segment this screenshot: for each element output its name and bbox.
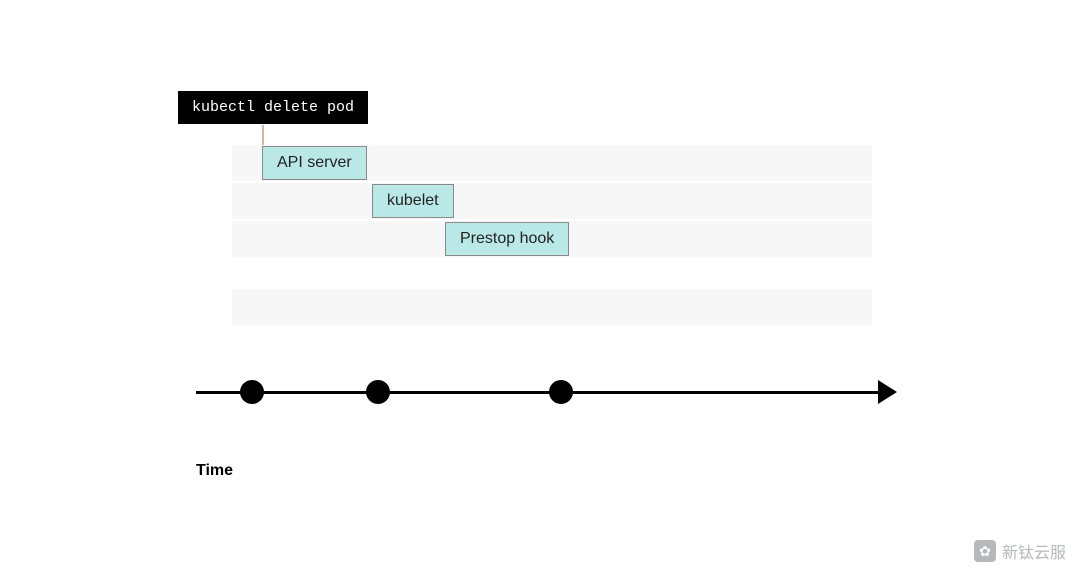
timeline-dot bbox=[240, 380, 264, 404]
axis-label: Time bbox=[196, 462, 233, 480]
command-text: kubectl delete pod bbox=[192, 99, 354, 116]
watermark: ✿ 新钛云服 bbox=[974, 539, 1066, 563]
watermark-text: 新钛云服 bbox=[1002, 539, 1066, 563]
stage-box: API server bbox=[262, 146, 367, 180]
stage-box: kubelet bbox=[372, 184, 454, 218]
stage-box: Prestop hook bbox=[445, 222, 569, 256]
axis-label-text: Time bbox=[196, 462, 233, 479]
timeline-arrowhead bbox=[878, 380, 897, 404]
timeline-axis bbox=[196, 391, 878, 394]
watermark-icon: ✿ bbox=[974, 540, 996, 562]
timeline-dot bbox=[366, 380, 390, 404]
command-box: kubectl delete pod bbox=[178, 91, 368, 124]
lane-row bbox=[232, 183, 872, 219]
timeline-dot bbox=[549, 380, 573, 404]
diagram-canvas: kubectl delete pod API serverkubelet Pres… bbox=[0, 0, 1080, 573]
lane-row bbox=[232, 289, 872, 325]
